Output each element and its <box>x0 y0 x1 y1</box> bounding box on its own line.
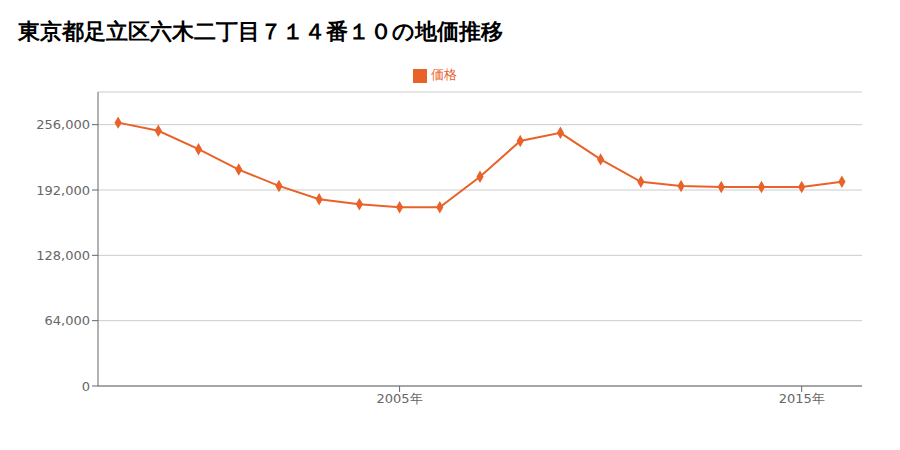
svg-text:64,000: 64,000 <box>45 313 91 328</box>
svg-text:256,000: 256,000 <box>36 117 90 132</box>
svg-text:0: 0 <box>82 379 90 394</box>
svg-text:2015年: 2015年 <box>779 391 825 406</box>
svg-text:192,000: 192,000 <box>36 183 90 198</box>
svg-text:2005年: 2005年 <box>377 391 423 406</box>
html-text:価格: 価格 <box>431 67 457 82</box>
svg-text:128,000: 128,000 <box>36 248 90 263</box>
html-text:東京都足立区六木二丁目７１４番１０の地価推移: 東京都足立区六木二丁目７１４番１０の地価推移 <box>18 19 503 44</box>
